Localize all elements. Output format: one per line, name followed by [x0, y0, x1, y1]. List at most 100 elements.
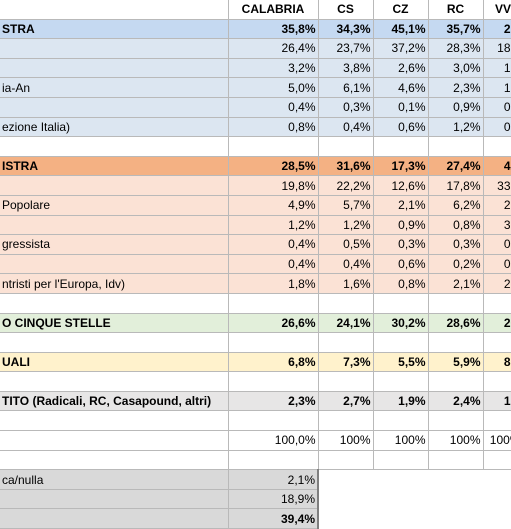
row-label-cell[interactable]	[0, 97, 229, 118]
value-cell-rc[interactable]: 0,9%	[428, 97, 484, 118]
value-cell-calabria[interactable]: 26,4%	[228, 38, 319, 59]
value-cell-cz[interactable]: 1,9%	[373, 391, 429, 412]
value-cell-vv[interactable]	[483, 332, 511, 353]
value-cell-rc[interactable]: 28,6%	[428, 313, 484, 334]
value-cell-vv[interactable]: 33,6	[483, 175, 511, 196]
row-label-cell[interactable]: ISTRA	[0, 156, 229, 177]
value-cell-cs[interactable]	[318, 293, 374, 314]
value-cell-rc[interactable]: 0,3%	[428, 234, 484, 255]
value-cell-cs[interactable]: 0,3%	[318, 97, 374, 118]
value-cell-cs[interactable]: 3,8%	[318, 58, 374, 79]
value-cell-cz[interactable]: 37,2%	[373, 38, 429, 59]
value-cell-cz[interactable]	[373, 332, 429, 353]
value-cell-rc[interactable]: 35,7%	[428, 19, 484, 40]
value-cell-cz[interactable]: 2,1%	[373, 195, 429, 216]
value-cell-rc[interactable]	[428, 450, 484, 471]
row-label-cell[interactable]	[0, 371, 229, 392]
value-cell-calabria[interactable]	[228, 450, 319, 471]
value-cell-vv[interactable]: 2,1	[483, 195, 511, 216]
value-cell-calabria[interactable]	[228, 293, 319, 314]
value-cell-calabria[interactable]: 2,3%	[228, 391, 319, 412]
value-cell-calabria[interactable]: 6,8%	[228, 352, 319, 373]
header-cell-label[interactable]	[0, 0, 229, 20]
value-cell-calabria[interactable]: 26,6%	[228, 313, 319, 334]
row-label-cell[interactable]: gressista	[0, 234, 229, 255]
row-label-cell[interactable]: Popolare	[0, 195, 229, 216]
value-cell-vv[interactable]: 3,0	[483, 215, 511, 236]
value-cell-vv[interactable]	[483, 450, 511, 471]
row-label-cell[interactable]	[0, 293, 229, 314]
value-cell-cs[interactable]: 6,1%	[318, 77, 374, 98]
value-cell-rc[interactable]: 28,3%	[428, 38, 484, 59]
value-cell-rc[interactable]: 6,2%	[428, 195, 484, 216]
row-label-cell[interactable]	[0, 58, 229, 79]
value-cell-cs[interactable]: 2,7%	[318, 391, 374, 412]
row-label-cell[interactable]	[0, 215, 229, 236]
value-cell-calabria[interactable]: 1,2%	[228, 215, 319, 236]
value-cell-cs[interactable]: 24,1%	[318, 313, 374, 334]
value-cell-vv[interactable]: 8,6	[483, 352, 511, 373]
value-cell-rc[interactable]	[428, 293, 484, 314]
value-cell-vv[interactable]	[483, 410, 511, 432]
value-cell-vv[interactable]	[483, 293, 511, 314]
value-cell-rc[interactable]	[428, 410, 484, 432]
value-cell-cs[interactable]: 0,5%	[318, 234, 374, 255]
row-label-cell[interactable]	[0, 38, 229, 59]
value-cell-cs[interactable]: 100%	[318, 430, 374, 451]
value-cell-rc[interactable]: 27,4%	[428, 156, 484, 177]
value-cell-cs[interactable]: 0,4%	[318, 117, 374, 138]
value-cell-vv[interactable]: 1,2	[483, 58, 511, 79]
value-cell-cs[interactable]: 22,2%	[318, 175, 374, 196]
value-cell-vv[interactable]: 1,6	[483, 391, 511, 412]
row-label-cell[interactable]	[0, 450, 229, 471]
value-cell-calabria[interactable]: 100,0%	[228, 430, 319, 451]
value-cell-calabria[interactable]: 0,4%	[228, 97, 319, 118]
value-cell-vv[interactable]: 0,8	[483, 234, 511, 255]
value-cell-cs[interactable]: 0,4%	[318, 254, 374, 275]
footer-label-cell[interactable]	[0, 489, 229, 510]
footer-value-cell[interactable]: 18,9%	[228, 489, 319, 510]
value-cell-cs[interactable]: 1,2%	[318, 215, 374, 236]
value-cell-vv[interactable]	[483, 136, 511, 157]
value-cell-cz[interactable]: 0,6%	[373, 117, 429, 138]
row-label-cell[interactable]: O CINQUE STELLE	[0, 313, 229, 334]
value-cell-rc[interactable]: 0,8%	[428, 215, 484, 236]
value-cell-rc[interactable]: 2,1%	[428, 273, 484, 294]
value-cell-cz[interactable]: 2,6%	[373, 58, 429, 79]
value-cell-cz[interactable]: 12,6%	[373, 175, 429, 196]
value-cell-cs[interactable]: 5,7%	[318, 195, 374, 216]
value-cell-vv[interactable]: 18,6	[483, 38, 511, 59]
value-cell-rc[interactable]	[428, 332, 484, 353]
value-cell-rc[interactable]: 0,2%	[428, 254, 484, 275]
value-cell-cz[interactable]: 0,8%	[373, 273, 429, 294]
value-cell-cz[interactable]: 0,9%	[373, 215, 429, 236]
value-cell-vv[interactable]: 100%	[483, 430, 511, 451]
value-cell-calabria[interactable]: 0,8%	[228, 117, 319, 138]
value-cell-cs[interactable]	[318, 136, 374, 157]
footer-label-cell[interactable]: ca/nulla	[0, 469, 229, 490]
value-cell-calabria[interactable]: 4,9%	[228, 195, 319, 216]
value-cell-cz[interactable]: 17,3%	[373, 156, 429, 177]
value-cell-vv[interactable]: 0,3	[483, 254, 511, 275]
value-cell-rc[interactable]: 3,0%	[428, 58, 484, 79]
value-cell-vv[interactable]: 1,2	[483, 77, 511, 98]
value-cell-cz[interactable]	[373, 136, 429, 157]
row-label-cell[interactable]	[0, 175, 229, 196]
header-cell-cs[interactable]: CS	[318, 0, 374, 20]
value-cell-cz[interactable]	[373, 450, 429, 471]
value-cell-rc[interactable]: 1,2%	[428, 117, 484, 138]
row-label-cell[interactable]: ezione Italia)	[0, 117, 229, 138]
value-cell-cs[interactable]: 34,3%	[318, 19, 374, 40]
row-label-cell[interactable]: ia-An	[0, 77, 229, 98]
value-cell-cz[interactable]: 30,2%	[373, 313, 429, 334]
value-cell-cs[interactable]	[318, 450, 374, 471]
value-cell-cs[interactable]: 1,6%	[318, 273, 374, 294]
row-label-cell[interactable]: UALI	[0, 352, 229, 373]
row-label-cell[interactable]: STRA	[0, 19, 229, 40]
value-cell-rc[interactable]: 2,3%	[428, 77, 484, 98]
value-cell-cz[interactable]	[373, 293, 429, 314]
row-label-cell[interactable]	[0, 332, 229, 353]
value-cell-rc[interactable]: 2,4%	[428, 391, 484, 412]
value-cell-calabria[interactable]: 1,8%	[228, 273, 319, 294]
value-cell-calabria[interactable]	[228, 332, 319, 353]
